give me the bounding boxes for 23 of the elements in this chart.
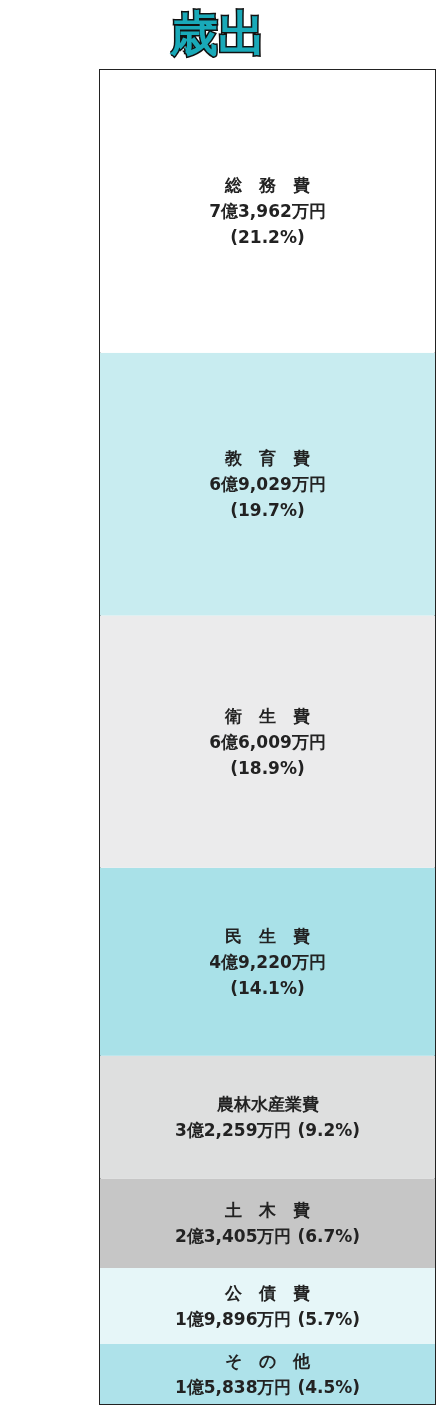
bar [100, 1267, 435, 1344]
data-label: 1億5,838万円 (4.5%) [174, 1376, 361, 1397]
chart-title: 歳出 [169, 5, 266, 61]
data-label: 7億3,962万円 (21.2%) [209, 201, 326, 248]
series-label: 農林水産業費 [215, 1094, 319, 1115]
series-label: 土 木 費 [224, 1200, 310, 1221]
data-label: 6億9,029万円 (19.7%) [209, 474, 326, 521]
data-label: 3億2,259万円 (9.2%) [174, 1120, 361, 1141]
bar [100, 1178, 435, 1268]
series-label: 衛 生 費 [224, 705, 310, 726]
data-label: 4億9,220万円 (14.1%) [209, 951, 326, 998]
series-label: 民 生 費 [225, 925, 310, 946]
bar [100, 615, 435, 868]
data-label: 6億6,009万円 (18.9%) [209, 731, 326, 778]
series-label: 公 債 費 [224, 1282, 310, 1303]
bar [100, 1055, 435, 1179]
bar [100, 1343, 435, 1404]
series-label: 総 務 費 [224, 175, 310, 196]
series-label: 教 育 費 [224, 448, 310, 469]
data-label: 2億3,405万円 (6.7%) [174, 1226, 361, 1247]
bar [100, 867, 435, 1056]
series-label: そ の 他 [225, 1350, 311, 1371]
data-label: 1億9,896万円 (5.7%) [174, 1308, 361, 1329]
